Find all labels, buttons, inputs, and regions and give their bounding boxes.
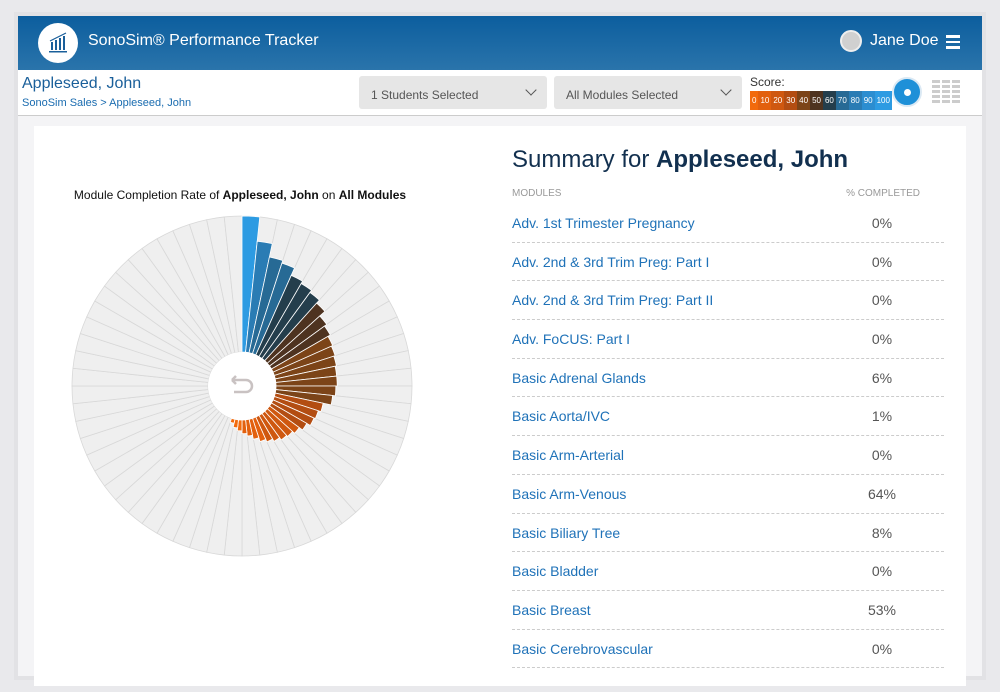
chart-title: Module Completion Rate of Appleseed, Joh… [73,188,407,202]
score-scale: 0 10 20 30 40 50 60 70 80 90 100 [750,91,892,110]
table-row: Adv. FoCUS: Part I 0% [512,320,944,359]
col-modules: MODULES [512,188,562,199]
score-scale-step: 100 [874,91,892,110]
user-name: Jane Doe [870,32,939,49]
percent-completed: 0% [871,447,893,464]
module-link[interactable]: Basic Cerebrovascular [512,640,653,657]
table-row: Adv. 2nd & 3rd Trim Preg: Part II 0% [512,281,944,321]
table-row: Basic Arm-Venous 64% [512,475,944,514]
percent-completed: 0% [871,640,893,657]
hamburger-menu-icon[interactable] [946,35,960,52]
chevron-down-icon [720,84,732,96]
table-row: Basic Biliary Tree 8% [512,514,944,553]
module-link[interactable]: Basic Adrenal Glands [512,369,646,386]
score-scale-step: 10 [758,91,772,110]
score-scale-step: 50 [810,91,823,110]
table-row: Basic Breast 53% [512,591,944,630]
table-row: Basic Cerebrovascular 0% [512,630,944,669]
module-link[interactable]: Basic Arm-Venous [512,485,627,502]
module-link[interactable]: Adv. FoCUS: Part I [512,331,630,348]
table-row: Adv. 1st Trimester Pregnancy 0% [512,204,944,243]
module-link[interactable]: Adv. 1st Trimester Pregnancy [512,215,695,231]
score-scale-step: 90 [861,91,875,110]
table-row: Basic Arm-Arterial 0% [512,436,944,475]
chevron-down-icon [525,84,537,96]
percent-completed: 0% [871,292,893,309]
radial-view-icon[interactable] [892,77,922,107]
percent-completed: 0% [871,253,893,270]
subheader: Appleseed, John SonoSim Sales > Applesee… [18,70,982,116]
logo[interactable] [38,23,78,63]
percent-completed: 6% [871,369,893,386]
table-header: MODULES % COMPLETED [512,188,944,199]
table-row: Basic Aorta/IVC 1% [512,397,944,437]
percent-completed: 64% [867,485,897,502]
summary-title: Summary for Appleseed, John [512,146,849,173]
grid-view-icon[interactable] [932,80,960,103]
students-dropdown[interactable]: 1 Students Selected [359,76,547,109]
score-scale-step: 70 [835,91,849,110]
percent-completed: 0% [871,331,893,348]
table-row: Basic Adrenal Glands 6% [512,359,944,398]
score-scale-step: 30 [784,91,798,110]
module-link[interactable]: Basic Biliary Tree [512,524,621,541]
app-window: SonoSim® Performance Tracker Jane Doe Ap… [14,12,986,686]
undo-arrow-icon [231,375,254,394]
module-link[interactable]: Basic Aorta/IVC [512,408,611,425]
percent-completed: 0% [871,563,893,580]
user-menu[interactable]: Jane Doe [840,30,939,52]
modules-dropdown[interactable]: All Modules Selected [554,76,742,109]
score-scale-step: 60 [822,91,836,110]
modules-dropdown-label: All Modules Selected [566,88,679,102]
app-title: SonoSim® Performance Tracker [88,32,319,49]
percent-completed: 0% [871,215,893,231]
back-button[interactable] [208,352,276,420]
table-row: Adv. 2nd & 3rd Trim Preg: Part I 0% [512,243,944,282]
student-name: Appleseed, John [22,75,142,92]
header: SonoSim® Performance Tracker Jane Doe [18,16,982,70]
score-label: Score: [750,75,785,89]
students-dropdown-label: 1 Students Selected [371,88,479,102]
score-scale-step: 40 [797,91,811,110]
avatar-icon [840,30,862,52]
col-completed: % COMPLETED [846,188,920,199]
module-link[interactable]: Adv. 2nd & 3rd Trim Preg: Part I [512,253,710,270]
score-scale-step: 80 [848,91,862,110]
score-scale-step: 0 [750,91,759,110]
percent-completed: 1% [871,408,893,425]
content-card: Module Completion Rate of Appleseed, Joh… [34,126,966,686]
breadcrumb[interactable]: SonoSim Sales > Appleseed, John [22,97,192,109]
module-link[interactable]: Basic Breast [512,601,591,618]
radial-completion-chart [71,215,413,557]
score-scale-step: 20 [771,91,785,110]
percent-completed: 53% [867,601,897,618]
modules-table: Adv. 1st Trimester Pregnancy 0% Adv. 2nd &… [512,204,944,669]
module-link[interactable]: Adv. 2nd & 3rd Trim Preg: Part II [512,292,714,309]
percent-completed: 8% [871,524,893,541]
bar-chart-icon [49,32,67,53]
table-row: Basic Bladder 0% [512,552,944,591]
module-link[interactable]: Basic Bladder [512,563,599,580]
module-link[interactable]: Basic Arm-Arterial [512,447,625,464]
